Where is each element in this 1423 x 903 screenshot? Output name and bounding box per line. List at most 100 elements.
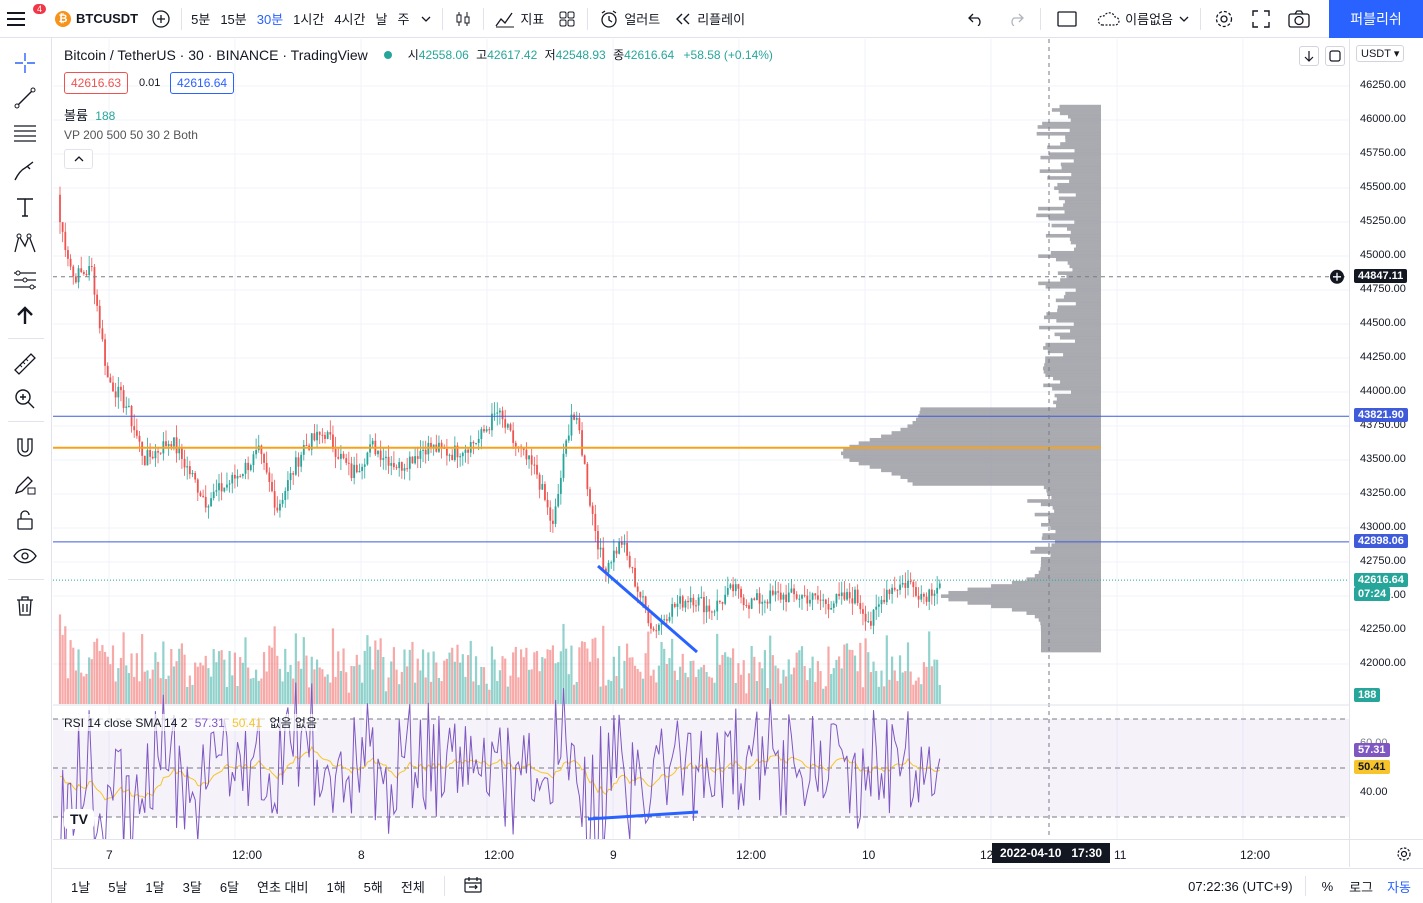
compare-button[interactable]: [145, 0, 177, 38]
currency-selector[interactable]: USDT ▾: [1356, 45, 1405, 62]
publish-button[interactable]: 퍼블리쉬: [1329, 0, 1423, 38]
time-axis-settings[interactable]: [1349, 839, 1423, 867]
candle-body: [642, 596, 644, 598]
volume-bar: [379, 638, 382, 704]
hide-drawings-tool[interactable]: [12, 543, 38, 569]
timeframe-option[interactable]: 30분: [256, 12, 284, 27]
undo-button[interactable]: [956, 0, 996, 38]
date-range-button[interactable]: [455, 876, 491, 897]
vp-legend[interactable]: VP 200 500 50 30 2 Both: [64, 128, 198, 142]
range-option[interactable]: 전체: [400, 879, 425, 895]
ruler-tool[interactable]: [12, 351, 38, 377]
volume-bar: [347, 692, 350, 704]
symbol-search[interactable]: ₿ BTCUSDT: [48, 0, 145, 38]
volume-bar: [199, 662, 202, 704]
scroll-down-button[interactable]: [1299, 46, 1319, 66]
time-axis[interactable]: 7 12:00 8 12:00 9 12:00 10 12 11 12:00 2022-04-10 …: [53, 839, 1349, 867]
volume-bar: [64, 626, 67, 704]
auto-scale-toggle[interactable]: 자동: [1387, 879, 1411, 895]
replay-button[interactable]: 리플레이: [667, 0, 752, 38]
fullscreen-button[interactable]: [1243, 0, 1279, 38]
volume-profile-bar: [1040, 560, 1101, 564]
timeframe-option[interactable]: 1시간: [293, 12, 325, 27]
pattern-tool[interactable]: [12, 230, 38, 256]
volume-legend[interactable]: 볼륨 188: [64, 108, 116, 123]
fib-tool[interactable]: [12, 121, 38, 147]
candle-body: [756, 593, 758, 600]
maximize-pane-button[interactable]: [1325, 46, 1345, 66]
volume-bar: [313, 669, 316, 704]
snapshot-button[interactable]: [1279, 0, 1319, 38]
candle-body: [305, 445, 308, 447]
range-option[interactable]: 5해: [363, 879, 383, 895]
volume-bar: [215, 662, 218, 704]
candle-body: [586, 463, 589, 490]
price-axis[interactable]: USDT ▾ 46250.00 46000.00 45750.00 45500.00 4…: [1349, 39, 1423, 839]
buy-price-box[interactable]: 42616.64: [170, 72, 235, 94]
range-option[interactable]: 6달: [219, 879, 240, 895]
range-option[interactable]: 1해: [326, 879, 346, 895]
timeframe-dropdown[interactable]: [414, 0, 438, 38]
indicators-button[interactable]: 지표: [488, 0, 551, 38]
timeframe-option[interactable]: 주: [397, 12, 410, 27]
volume-profile-bar: [1040, 563, 1101, 568]
alerts-button[interactable]: 얼러트: [592, 0, 667, 38]
candle-body: [854, 589, 856, 604]
percent-scale-toggle[interactable]: %: [1321, 878, 1334, 894]
volume-bar: [451, 647, 454, 704]
range-option[interactable]: 연초 대비: [257, 879, 309, 895]
range-option[interactable]: 5날: [108, 879, 128, 895]
chart-type-button[interactable]: [447, 0, 479, 38]
volume-profile-bar: [881, 434, 1101, 439]
rsi-legend[interactable]: RSI 14 close SMA 14 2 57.31 50.41 없음 없음: [64, 714, 317, 731]
candle-body: [416, 456, 419, 459]
trendline-tool[interactable]: [12, 85, 38, 111]
candle-body: [477, 438, 480, 443]
templates-button[interactable]: [551, 0, 583, 38]
collapse-legend-button[interactable]: [64, 149, 93, 169]
sell-price-box[interactable]: 42616.63: [64, 72, 129, 94]
timeframe-option[interactable]: 4시간: [334, 12, 366, 27]
volume-profile-bar: [1061, 165, 1101, 170]
candle-body: [896, 589, 899, 591]
timezone-clock[interactable]: 07:22:36 (UTC+9): [1188, 878, 1293, 894]
remove-drawings-tool[interactable]: [12, 593, 38, 619]
timeframe-option[interactable]: 15분: [220, 12, 247, 27]
volume-bar: [660, 641, 663, 704]
volume-profile-bar: [1011, 607, 1101, 612]
unlock-icon: [17, 510, 33, 530]
crosshair-tool[interactable]: [12, 50, 38, 76]
zoom-tool[interactable]: [12, 386, 38, 412]
price-chart[interactable]: [53, 39, 1349, 839]
volume-bar: [329, 682, 332, 704]
candle-body: [390, 463, 393, 466]
text-tool[interactable]: [12, 194, 38, 220]
log-scale-toggle[interactable]: 로그: [1349, 879, 1374, 895]
range-option[interactable]: 1날: [71, 879, 91, 895]
magnet-tool[interactable]: [12, 435, 38, 461]
chart-title[interactable]: Bitcoin / TetherUS · 30 · BINANCE · Trad…: [64, 46, 368, 63]
timeframe-option[interactable]: 5분: [191, 12, 211, 27]
candle-body: [247, 462, 250, 471]
candle-body: [461, 452, 464, 457]
timeframe-option[interactable]: 날: [375, 12, 388, 27]
redo-button[interactable]: [996, 0, 1036, 38]
range-option[interactable]: 3달: [182, 879, 202, 895]
brush-tool[interactable]: [12, 158, 38, 184]
volume-profile-bar: [1075, 244, 1101, 248]
lock-all-tool[interactable]: [12, 507, 38, 533]
forecast-tool[interactable]: [12, 267, 38, 293]
range-option[interactable]: 1달: [145, 879, 165, 895]
menu-button[interactable]: 4: [0, 0, 48, 38]
settings-button[interactable]: [1205, 0, 1243, 38]
candle-body: [321, 434, 324, 436]
tradingview-logo[interactable]: TV: [64, 809, 94, 829]
candle-body: [923, 593, 925, 597]
layout-button[interactable]: [1045, 0, 1089, 38]
lock-drawings-tool[interactable]: [12, 471, 38, 497]
price-tick-label: 43250.00: [1360, 487, 1406, 499]
price-tick-label: 44750.00: [1360, 283, 1406, 295]
icon-tool[interactable]: [12, 303, 38, 329]
layout-name-button[interactable]: 이름없음: [1089, 0, 1196, 38]
bar-countdown-tag: 07:24: [1354, 587, 1391, 602]
